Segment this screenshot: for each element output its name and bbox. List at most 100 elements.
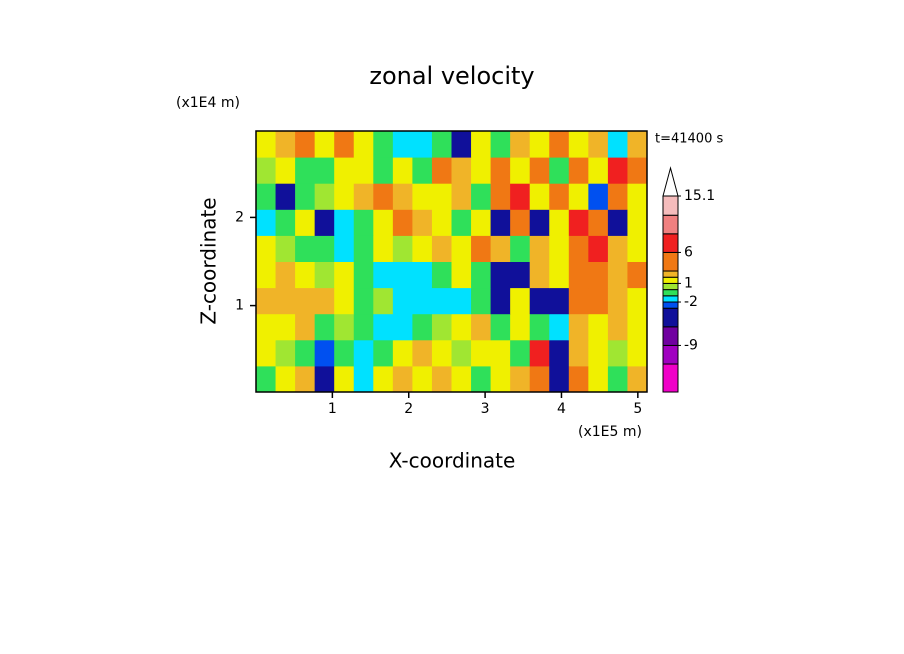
- contour-cell: [412, 365, 433, 393]
- contour-cell: [275, 131, 296, 158]
- colorbar-box: [662, 301, 679, 309]
- colorbar-box: [662, 276, 679, 284]
- contour-cell: [431, 131, 452, 158]
- contour-cell: [295, 261, 316, 289]
- contour-cell: [627, 209, 648, 236]
- contour-cell: [275, 365, 296, 393]
- contour-cell: [275, 261, 296, 289]
- contour-cell: [588, 287, 609, 315]
- contour-cell: [471, 339, 492, 367]
- contour-cell: [256, 157, 277, 184]
- contour-cell: [529, 365, 550, 393]
- contour-cell: [510, 365, 531, 393]
- contour-cell: [295, 183, 316, 210]
- contour-cell: [373, 183, 394, 210]
- contour-cell: [451, 313, 472, 341]
- contour-cell: [588, 313, 609, 341]
- contour-cell: [627, 313, 648, 341]
- contour-cell: [588, 157, 609, 184]
- y-tick-label: 1: [235, 298, 244, 314]
- contour-cell: [451, 261, 472, 289]
- contour-cell: [607, 157, 628, 184]
- contour-cell: [627, 131, 648, 158]
- contour-cell: [275, 157, 296, 184]
- colorbar-box: [662, 307, 679, 328]
- contour-cell: [510, 183, 531, 210]
- contour-cell: [549, 339, 570, 367]
- contour-cell: [334, 131, 355, 158]
- plot-frame: [255, 130, 648, 393]
- contour-cell: [627, 261, 648, 289]
- contour-cell: [490, 287, 511, 315]
- contour-cell: [353, 157, 374, 184]
- contour-cell: [353, 365, 374, 393]
- contour-cell: [471, 287, 492, 315]
- contour-cell: [568, 339, 589, 367]
- contour-cell: [412, 209, 433, 236]
- colorbar-box: [662, 326, 679, 346]
- contour-cell: [471, 235, 492, 262]
- contour-cell: [490, 183, 511, 210]
- contour-cell: [353, 261, 374, 289]
- contour-cell: [510, 235, 531, 262]
- contour-cell: [431, 261, 452, 289]
- contour-cell: [314, 209, 335, 236]
- contour-cell: [275, 313, 296, 341]
- contour-cell: [353, 339, 374, 367]
- contour-cell: [568, 287, 589, 315]
- contour-cell: [334, 209, 355, 236]
- contour-cell: [431, 339, 452, 367]
- contour-cell: [510, 209, 531, 236]
- contour-cell: [607, 209, 628, 236]
- contour-cell: [607, 339, 628, 367]
- contour-cell: [412, 131, 433, 158]
- contour-cell: [295, 209, 316, 236]
- contour-cell: [490, 131, 511, 158]
- contour-cell: [412, 157, 433, 184]
- contour-cell: [392, 235, 413, 262]
- contour-cell: [549, 131, 570, 158]
- contour-cell: [471, 365, 492, 393]
- contour-cell: [392, 209, 413, 236]
- contour-cell: [568, 209, 589, 236]
- contour-cell: [607, 183, 628, 210]
- colorbar-box: [662, 295, 679, 303]
- contour-cell: [451, 131, 472, 158]
- contour-cell: [588, 261, 609, 289]
- contour-cell: [373, 365, 394, 393]
- contour-cell: [275, 287, 296, 315]
- contour-cell: [256, 261, 277, 289]
- time-annotation: t=41400 s: [655, 132, 723, 147]
- contour-cell: [431, 157, 452, 184]
- contour-cell: [490, 365, 511, 393]
- contour-cell: [607, 235, 628, 262]
- contour-cell: [529, 261, 550, 289]
- contour-cell: [451, 287, 472, 315]
- contour-cell: [256, 365, 277, 393]
- y-tick-label: 2: [235, 209, 244, 225]
- contour-cell: [568, 131, 589, 158]
- contour-cell: [334, 365, 355, 393]
- contour-cell: [373, 261, 394, 289]
- contour-cell: [451, 339, 472, 367]
- contour-cell: [549, 183, 570, 210]
- x-tick-label: 4: [557, 401, 566, 417]
- x-tick-label: 5: [633, 401, 642, 417]
- contour-cell: [314, 131, 335, 158]
- contour-cell: [549, 313, 570, 341]
- contour-cell: [334, 157, 355, 184]
- contour-cell: [568, 365, 589, 393]
- contour-cell: [256, 131, 277, 158]
- contour-cell: [353, 313, 374, 341]
- contour-cell: [627, 183, 648, 210]
- contour-cell: [510, 261, 531, 289]
- contour-cell: [510, 339, 531, 367]
- contour-cell: [490, 235, 511, 262]
- contour-cell: [314, 157, 335, 184]
- chart-title: zonal velocity: [369, 62, 534, 90]
- contour-cell: [549, 261, 570, 289]
- contour-cell: [490, 313, 511, 341]
- contour-cell: [431, 313, 452, 341]
- contour-cell: [275, 339, 296, 367]
